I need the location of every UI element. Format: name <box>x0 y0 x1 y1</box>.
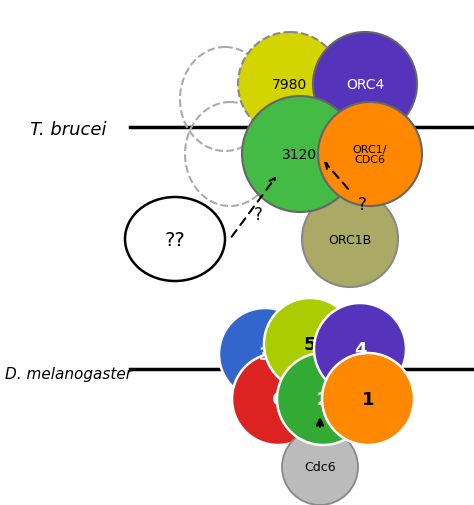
Circle shape <box>314 304 406 395</box>
Circle shape <box>238 33 342 137</box>
Circle shape <box>242 97 358 213</box>
Text: ?: ? <box>357 195 366 214</box>
Circle shape <box>318 103 422 207</box>
Circle shape <box>302 191 398 287</box>
Text: 2: 2 <box>317 390 329 408</box>
Text: 1: 1 <box>362 390 374 408</box>
Text: Cdc6: Cdc6 <box>304 461 336 474</box>
Circle shape <box>219 309 311 400</box>
Text: 3120: 3120 <box>283 147 318 162</box>
Text: ORC1/
CDC6: ORC1/ CDC6 <box>353 144 387 165</box>
Circle shape <box>322 354 414 445</box>
Text: 7980: 7980 <box>273 78 308 92</box>
Text: 4: 4 <box>354 340 366 358</box>
Text: 5: 5 <box>304 335 316 353</box>
Ellipse shape <box>125 197 225 281</box>
Circle shape <box>232 354 324 445</box>
Text: 6: 6 <box>272 390 284 408</box>
Text: D. melanogaster: D. melanogaster <box>5 367 132 382</box>
Circle shape <box>264 298 356 390</box>
Text: 3: 3 <box>259 345 271 363</box>
Text: ORC1B: ORC1B <box>328 233 372 246</box>
Text: ORC4: ORC4 <box>346 78 384 92</box>
Text: T. brucei: T. brucei <box>30 121 107 139</box>
Circle shape <box>277 354 369 445</box>
Text: ??: ?? <box>164 230 185 249</box>
Circle shape <box>313 33 417 137</box>
Circle shape <box>282 429 358 505</box>
Text: ?: ? <box>254 206 263 224</box>
